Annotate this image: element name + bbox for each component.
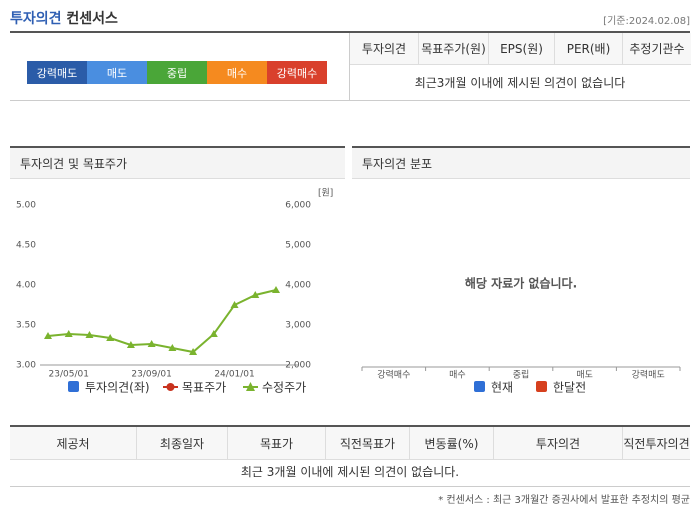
- x-tick-label: 23/05/01: [49, 370, 89, 380]
- column-header: 추정기관수: [622, 33, 691, 64]
- point: [147, 340, 156, 347]
- legend-label: 투자의견(좌): [85, 381, 150, 395]
- x-tick-label: 매도: [576, 370, 593, 381]
- panel-title: 투자의견 및 목표주가: [20, 157, 127, 171]
- opinion-button: 매수: [207, 61, 267, 84]
- series-line: [47, 289, 277, 354]
- x-tick-label: 23/09/01: [131, 370, 171, 380]
- y-tick-label: 4.00: [16, 281, 36, 291]
- column-header: 최종일자: [136, 427, 227, 459]
- y2-unit: [원]: [318, 188, 333, 199]
- opinion-button: 강력매수: [267, 61, 327, 84]
- y2-tick-label: 4,000: [285, 281, 311, 291]
- point: [44, 332, 52, 339]
- point: [168, 344, 177, 351]
- title-main: 투자의견: [10, 11, 62, 27]
- table-message: 최근 3개월 이내에 제시된 의견이 없습니다.: [10, 457, 690, 487]
- point: [189, 348, 198, 355]
- y-tick-label: 5.00: [16, 201, 36, 211]
- x-tick-label: 강력매도: [632, 369, 665, 381]
- summary-message: 최근3개월 이내에 제시된 의견이 없습니다: [349, 64, 690, 100]
- x-tick-label: 24/01/01: [214, 370, 254, 380]
- legend-swatch: [166, 383, 175, 391]
- y2-tick-label: 3,000: [285, 321, 311, 331]
- summary-header: 투자의견 목표주가(원) EPS(원) PER(배) 추정기관수: [349, 33, 691, 65]
- table-header: 제공처 최종일자 목표가 직전목표가 변동률(%) 투자의견 직전투자의견: [10, 425, 690, 460]
- point: [126, 341, 135, 348]
- opinion-button: 매도: [87, 61, 147, 84]
- date: [기준:2024.02.08]: [603, 16, 690, 27]
- rule: [10, 31, 690, 33]
- panel-header: [352, 146, 690, 179]
- column-header: 투자의견: [493, 427, 622, 459]
- annotation: 해당 자료가 없습니다.: [465, 276, 577, 291]
- point: [251, 291, 260, 298]
- column-header: PER(배): [554, 33, 622, 64]
- column-header: 목표주가(원): [418, 33, 488, 64]
- point: [85, 331, 94, 338]
- point: [272, 286, 280, 293]
- title-sub: 컨센서스: [66, 11, 118, 27]
- y2-tick-label: 6,000: [285, 201, 311, 211]
- point: [106, 334, 115, 341]
- buttons: 강력매도 매도 중립 매수 강력매수: [27, 61, 327, 84]
- footnote: * 컨센서스 : 최근 3개월간 증권사에서 발표한 추정치의 평균: [438, 495, 690, 506]
- legend-swatch: [68, 381, 79, 392]
- legend-swatch: [536, 381, 547, 392]
- y2-tick-label: 2,000: [285, 361, 311, 371]
- legend-label: 현재: [491, 381, 513, 395]
- panel-header: [10, 146, 345, 179]
- opinion-button: 강력매도: [27, 61, 87, 84]
- column-header: 제공처: [56, 436, 90, 451]
- y-tick-label: 3.50: [16, 321, 36, 331]
- y-tick-label: 4.50: [16, 241, 36, 251]
- column-header: 목표가: [227, 427, 325, 459]
- column-header: 직전목표가: [325, 427, 409, 459]
- y2-tick-label: 5,000: [285, 241, 311, 251]
- point: [64, 330, 73, 337]
- legend-label: 목표주가: [182, 381, 226, 395]
- x-tick-label: 매수: [449, 370, 466, 381]
- column-header: 직전투자의견: [622, 427, 690, 459]
- x-tick-label: 중립: [513, 370, 530, 381]
- x-tick-label: 강력매수: [377, 369, 410, 381]
- point: [230, 301, 239, 308]
- point: [209, 330, 218, 337]
- panel-title: 투자의견 분포: [362, 157, 433, 171]
- opinion-button: 중립: [147, 61, 207, 84]
- column-header: EPS(원): [488, 33, 554, 64]
- y-tick-label: 3.00: [16, 361, 36, 371]
- legend-swatch: [246, 382, 255, 391]
- column-header: 변동률(%): [409, 427, 493, 459]
- summary-box: [10, 33, 690, 101]
- column-header: 투자의견: [361, 42, 407, 56]
- legend-label: 수정주가: [262, 381, 306, 395]
- legend-swatch: [474, 381, 485, 392]
- legend-label: 한달전: [553, 381, 586, 395]
- title: 투자의견 컨센서스: [10, 8, 118, 28]
